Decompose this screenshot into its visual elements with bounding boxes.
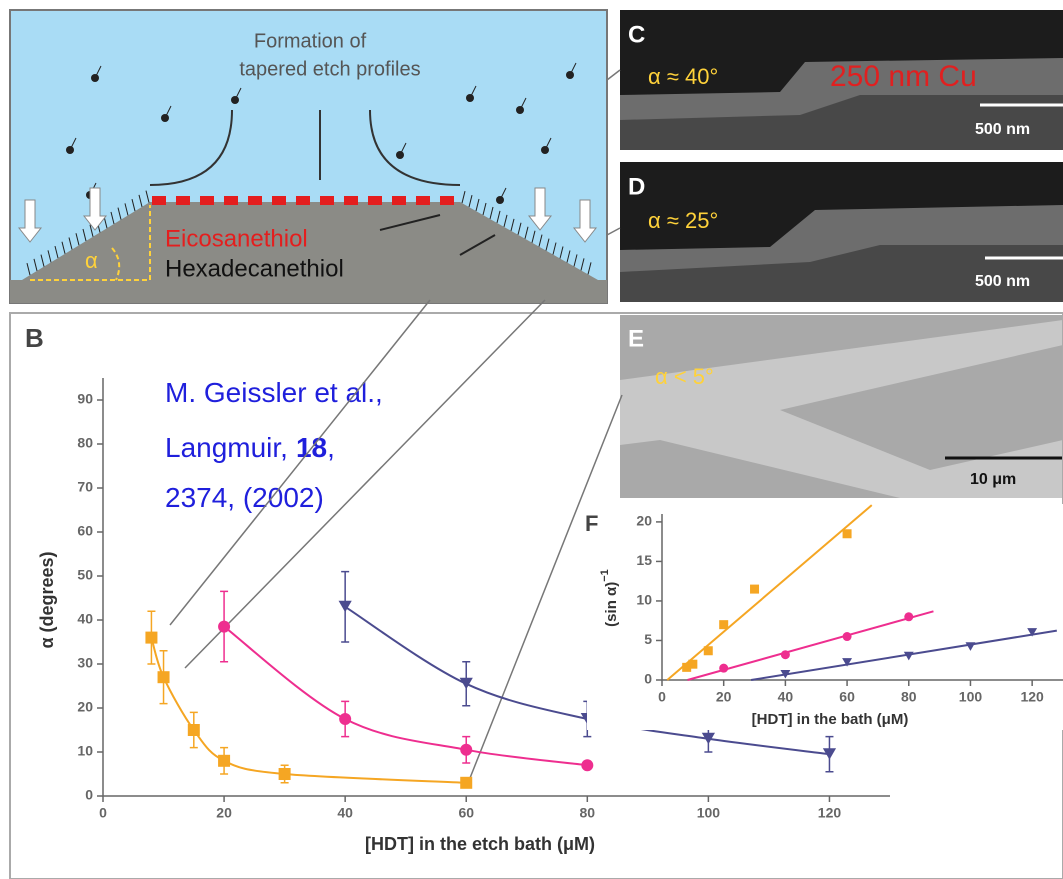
point [145,632,157,644]
point [719,620,728,629]
panel-letter: F [585,511,598,536]
y-tick-label: 70 [77,479,93,495]
x-tick-label: 20 [216,805,232,821]
angle: α ≈ 25° [648,208,718,233]
panel-letter: E [628,325,644,352]
red-block [272,196,286,205]
panel-letter: C [628,21,645,48]
angle: α [85,248,98,273]
molecule [161,114,169,122]
panel-letter: D [628,173,645,200]
red-block [200,196,214,205]
point [750,585,759,594]
y-tick-label: 20 [77,699,93,715]
y-tick-label: 60 [77,523,93,539]
y-tick-label: 40 [77,611,93,627]
scale: 500 nm [975,273,1030,290]
y-tick-label: 0 [85,787,93,803]
x-tick-label: 40 [337,805,353,821]
molecule [396,151,404,159]
title: tapered etch profiles [239,58,420,80]
y-tick-label: 10 [636,592,652,608]
red-block [440,196,454,205]
molecule [566,71,574,79]
x-tick-label: 0 [658,689,666,705]
red-block [416,196,430,205]
label-red: Eicosanethiol [165,225,308,252]
molecule [91,74,99,82]
x-tick-label: 80 [901,689,917,705]
x-tick-label: 60 [458,805,474,821]
figure: Formation of tapered etch profiles Eicos… [0,0,1063,879]
molecule [516,106,524,114]
y-tick-label: 0 [644,671,652,687]
x-axis-label: [HDT] in the etch bath (μM) [365,834,595,854]
point [460,744,472,756]
point [218,621,230,633]
red-block [368,196,382,205]
point [704,646,713,655]
point [688,660,697,669]
label-black: Hexadecanethiol [165,255,344,282]
point [781,650,790,659]
panel-letter: B [25,323,44,353]
x-tick-label: 120 [1020,689,1044,705]
point [843,529,852,538]
x-tick-label: 100 [959,689,983,705]
scale: 500 nm [975,121,1030,138]
point [188,724,200,736]
red-block [224,196,238,205]
x-tick-label: 40 [778,689,794,705]
y-tick-label: 80 [77,435,93,451]
fit-curve [151,638,466,783]
red-block [152,196,166,205]
x-tick-label: 80 [580,805,596,821]
x-tick-label: 100 [697,805,721,821]
point [218,755,230,767]
angle: α ≈ 40° [648,64,718,89]
x-tick-label: 0 [99,805,107,821]
title: Formation of [254,30,367,52]
point [460,777,472,789]
point [460,678,473,689]
x-tick-label: 20 [716,689,732,705]
point [158,671,170,683]
red-block [296,196,310,205]
red-block [248,196,262,205]
red-block [392,196,406,205]
molecule [66,146,74,154]
point [719,664,728,673]
point [843,632,852,641]
x-axis-label: [HDT] in the bath (μM) [752,711,909,728]
red-block [344,196,358,205]
y-axis-label: α (degrees) [37,551,57,648]
y-tick-label: 50 [77,567,93,583]
y-tick-label: 5 [644,631,652,647]
y-tick-label: 90 [77,391,93,407]
point [339,713,351,725]
y-tick-label: 10 [77,743,93,759]
scale: 10 μm [970,471,1016,488]
red-block [320,196,334,205]
point [904,612,913,621]
y-tick-label: 20 [636,513,652,529]
material: 250 nm Cu [830,60,977,93]
point [581,759,593,771]
red-block [176,196,190,205]
x-tick-label: 60 [839,689,855,705]
y-tick-label: 30 [77,655,93,671]
molecule [541,146,549,154]
molecule [466,94,474,102]
y-tick-label: 15 [636,552,652,568]
molecule [496,196,504,204]
x-tick-label: 120 [818,805,842,821]
angle: α < 5° [655,364,714,389]
point [279,768,291,780]
molecule [231,96,239,104]
